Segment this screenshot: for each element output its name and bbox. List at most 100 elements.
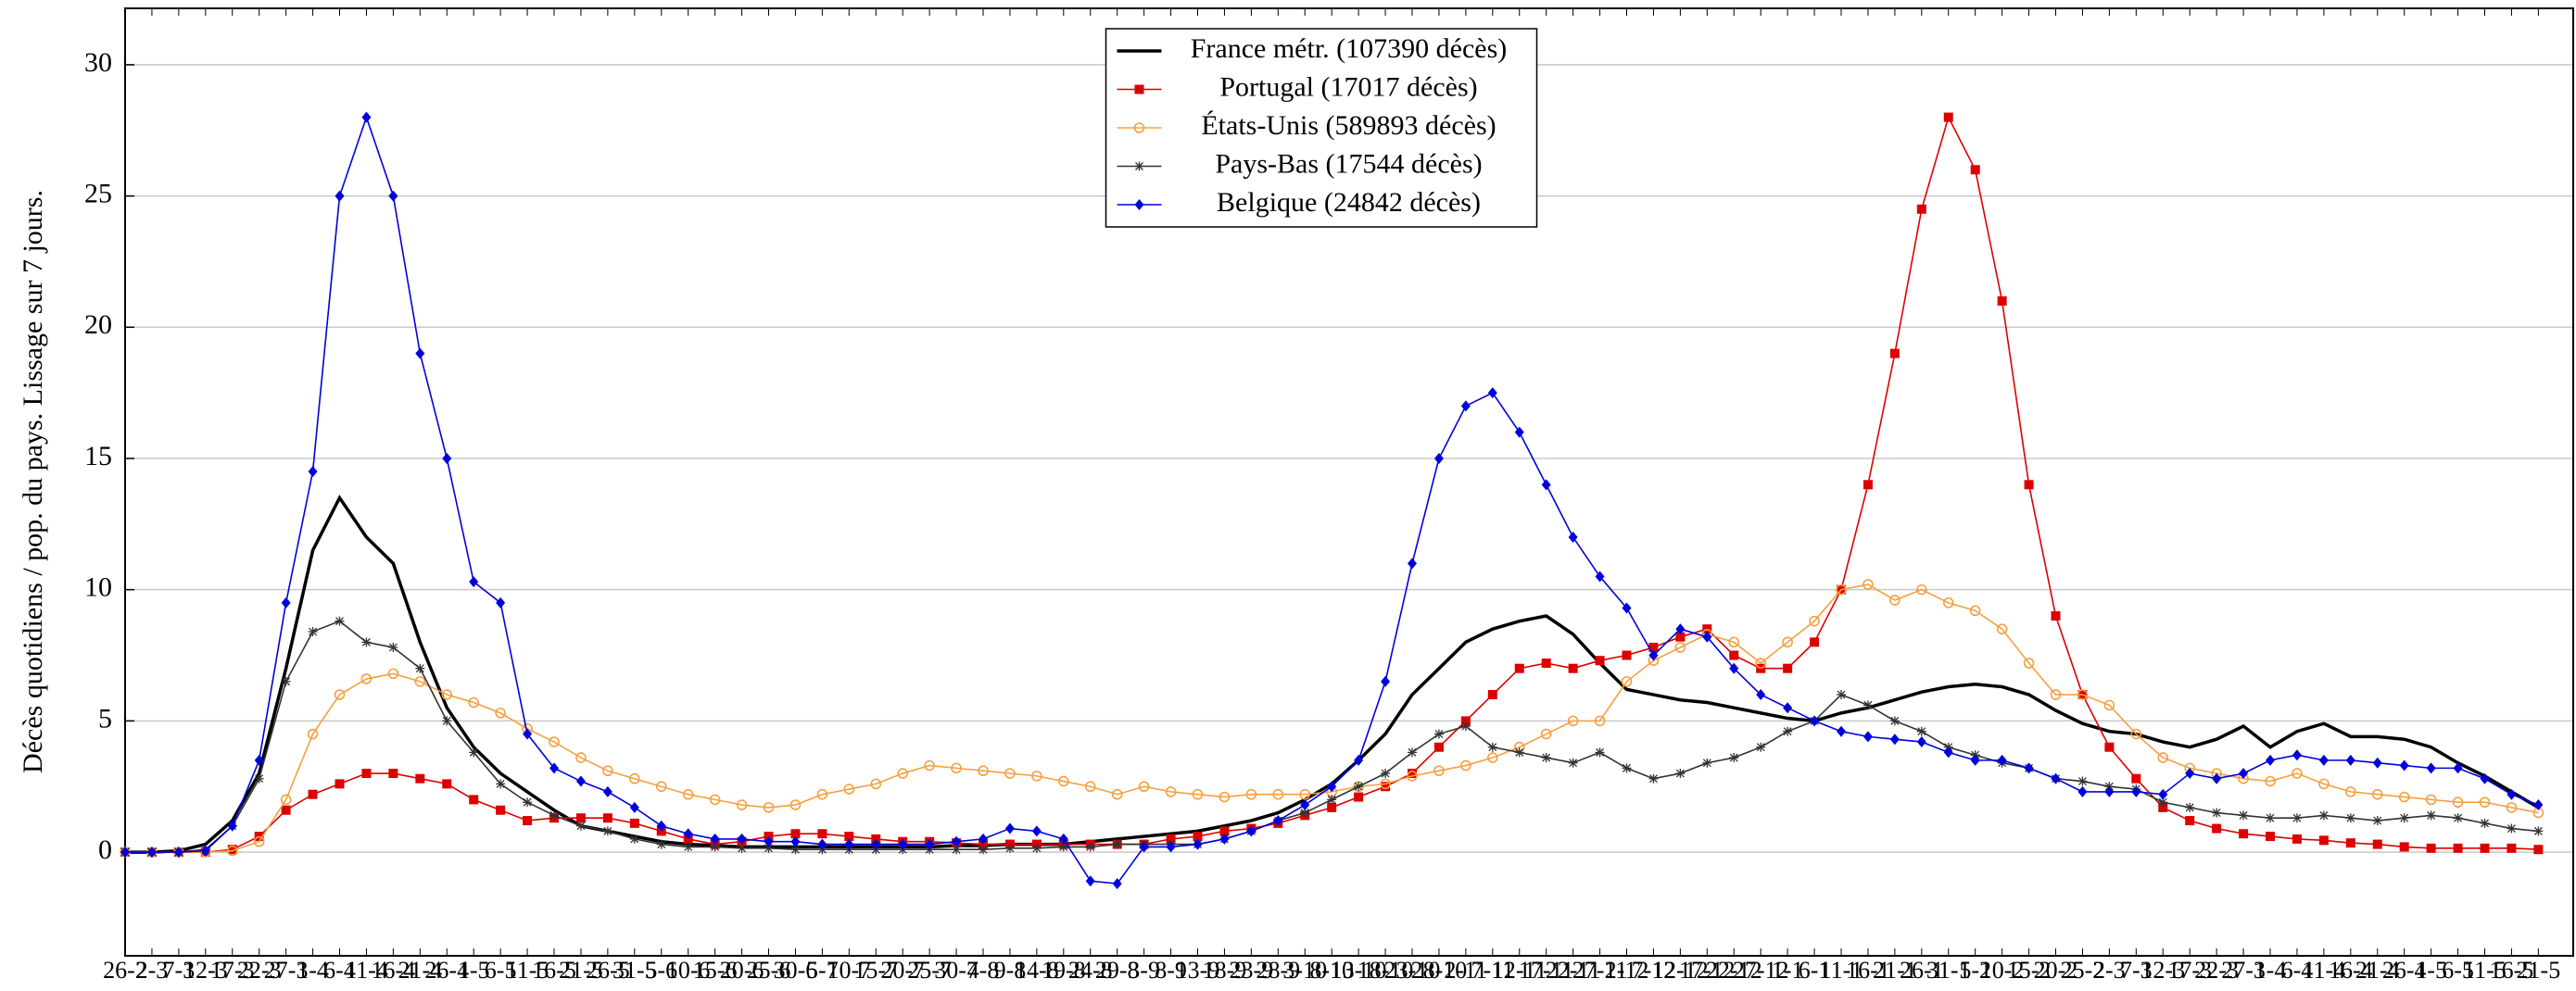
x-tick-label: 3-9 [1128,957,1160,984]
marker [1460,759,1471,771]
marker [2399,759,2409,771]
marker [1166,841,1176,853]
marker [2452,797,2464,809]
marker [415,773,425,784]
marker [2480,843,2490,853]
marker [2507,843,2517,853]
marker [442,716,452,726]
x-tick-label: 22-11 [1546,957,1601,984]
marker [1487,742,1497,752]
marker [844,838,854,850]
marker [1193,832,1203,842]
marker [2292,749,2302,761]
marker [120,847,130,859]
x-tick-label: 29-8 [1095,957,1140,984]
marker [1675,623,1686,635]
marker [2051,611,2061,621]
marker [1702,631,1712,643]
x-tick-label: 30-7 [934,957,979,984]
marker [496,779,506,789]
marker [469,795,479,805]
marker [1058,775,1069,787]
x-tick-label: 9-8 [994,957,1027,984]
marker [1729,650,1739,660]
marker [2158,802,2168,812]
marker [709,794,721,806]
marker [682,788,694,800]
x-tick-label: 27-3 [2221,957,2266,984]
x-tick-label: 11-5 [2463,957,2507,984]
x-tick-label: 2-12 [1605,957,1649,984]
legend-label: États-Unis (589893 décès) [1201,110,1496,141]
marker [1809,615,1820,627]
x-tick-label: 26-5 [586,957,630,984]
marker [1300,799,1310,811]
marker [602,785,612,797]
marker [2533,845,2544,855]
marker [2480,772,2490,784]
marker [1889,734,1900,746]
x-tick-label: 28-10 [1411,957,1468,984]
x-tick-label: 27-3 [264,957,309,984]
marker [1674,642,1686,653]
marker [2212,808,2222,818]
marker [2185,768,2195,780]
x-tick-label: 15-2 [2007,957,2052,984]
marker [1916,583,1927,596]
marker [1487,752,1498,763]
marker [656,839,666,849]
marker [2130,728,2142,740]
marker [1381,782,1391,792]
marker [361,111,372,123]
marker [2480,818,2490,828]
marker [1487,387,1497,399]
marker [2345,813,2355,823]
x-tick-label: 12-3 [183,957,228,984]
x-tick-label: 26-4 [424,957,469,984]
marker [683,828,693,840]
x-tick-label: 12-11 [1492,957,1547,984]
marker [1595,747,1605,758]
marker [629,772,640,784]
y-axis-label: Décès quotidiens / pop. du pays. Lissage… [18,190,48,773]
y-tick-label: 0 [98,834,112,865]
marker [1810,637,1820,647]
x-tick-label: 8-10 [1309,957,1354,984]
marker [1568,532,1578,544]
marker [2024,762,2034,774]
marker [335,779,345,789]
legend-label: France métr. (107390 décès) [1191,33,1508,64]
marker [1381,769,1391,779]
marker [1460,400,1471,412]
marker [1595,656,1605,666]
marker [361,769,372,779]
marker [656,820,666,832]
marker [1433,742,1444,752]
marker [575,752,587,763]
marker [897,768,908,779]
x-tick-label: 12-12 [1652,957,1709,984]
x-tick-label: 6-5 [485,957,517,984]
marker [1942,597,1954,608]
marker [280,794,292,806]
marker [308,789,318,799]
marker [1541,479,1551,491]
x-tick-label: 16-4 [2329,957,2373,984]
marker [2372,816,2382,826]
marker [1031,825,1042,837]
marker [254,773,264,784]
marker [335,190,345,202]
marker [844,832,854,842]
marker [415,663,425,673]
marker [2345,754,2355,766]
marker [2533,799,2544,811]
y-tick-label: 20 [84,309,112,340]
marker [2104,785,2115,797]
marker [1622,763,1632,773]
marker [2023,658,2035,669]
x-tick-label: 25-6 [747,957,791,984]
marker [1863,480,1873,490]
marker [1327,795,1337,805]
marker [1729,662,1739,674]
marker [1648,643,1659,653]
